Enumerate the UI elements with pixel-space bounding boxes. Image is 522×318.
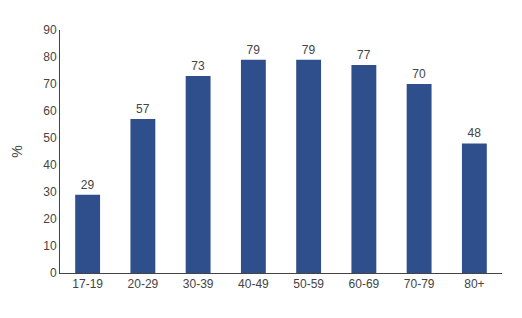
svg-text:20: 20 <box>43 212 57 226</box>
svg-text:30-39: 30-39 <box>183 277 214 291</box>
svg-text:70: 70 <box>412 67 426 81</box>
svg-text:80: 80 <box>43 50 57 64</box>
svg-text:73: 73 <box>191 59 205 73</box>
svg-text:70-79: 70-79 <box>404 277 435 291</box>
svg-text:50-59: 50-59 <box>293 277 324 291</box>
svg-text:60-69: 60-69 <box>349 277 380 291</box>
svg-text:20-29: 20-29 <box>128 277 159 291</box>
svg-text:40: 40 <box>43 158 57 172</box>
svg-text:17-19: 17-19 <box>72 277 103 291</box>
svg-text:0: 0 <box>50 266 57 280</box>
svg-text:79: 79 <box>302 43 316 57</box>
svg-text:57: 57 <box>136 102 150 116</box>
svg-text:80+: 80+ <box>464 277 484 291</box>
svg-text:70: 70 <box>43 77 57 91</box>
svg-text:40-49: 40-49 <box>238 277 269 291</box>
svg-text:29: 29 <box>81 178 95 192</box>
svg-text:77: 77 <box>357 48 371 62</box>
svg-text:50: 50 <box>43 131 57 145</box>
svg-text:79: 79 <box>247 43 261 57</box>
svg-text:30: 30 <box>43 185 57 199</box>
svg-text:60: 60 <box>43 104 57 118</box>
svg-text:%: % <box>9 145 25 157</box>
svg-text:10: 10 <box>43 239 57 253</box>
svg-text:90: 90 <box>43 23 57 37</box>
svg-text:48: 48 <box>468 126 482 140</box>
